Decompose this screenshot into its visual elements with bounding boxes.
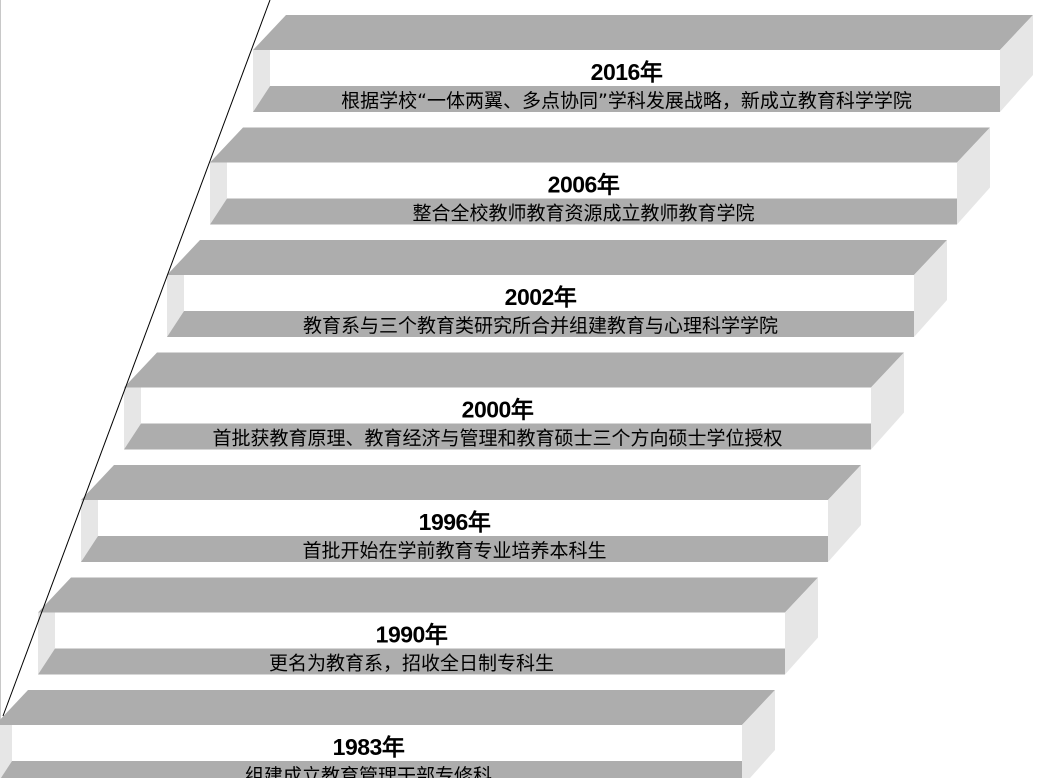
step-front-band [38, 648, 785, 675]
step-left-side [210, 162, 227, 225]
step-front-band [210, 198, 957, 225]
step-front-band [124, 423, 871, 450]
step-front-band [81, 536, 828, 562]
step-white-band [167, 275, 914, 311]
step-right-side [828, 465, 861, 562]
step-right-side [1000, 15, 1033, 112]
milestone-year: 1996年 [419, 509, 491, 535]
milestone-year: 1983年 [333, 734, 405, 760]
step-white-band [210, 162, 957, 199]
step-right-side [742, 690, 775, 778]
step-left-side [0, 725, 12, 778]
step-top-face [210, 127, 990, 163]
step-white-band [81, 500, 828, 536]
milestone-description: 整合全校教师教育资源成立教师教育学院 [412, 203, 754, 225]
step-white-band [0, 725, 742, 761]
step-top-face [167, 240, 947, 275]
milestone-description: 首批获教育原理、教育经济与管理和教育硕士三个方向硕士学位授权 [212, 428, 782, 450]
step-left-side [38, 612, 55, 675]
milestone-description: 首批开始在学前教育专业培养本科生 [302, 540, 606, 562]
milestone-year: 2002年 [505, 284, 577, 310]
milestone-year: 1990年 [376, 622, 448, 648]
step-left-side [253, 50, 270, 112]
step-white-band [124, 387, 871, 424]
milestone-description: 更名为教育系，招收全日制专科生 [269, 653, 554, 675]
step-white-band [253, 50, 1000, 86]
step-top-face [253, 15, 1033, 50]
milestone-year: 2006年 [548, 172, 620, 198]
step-right-side [785, 577, 818, 675]
step-top-face [124, 352, 904, 388]
milestone-description: 教育系与三个教育类研究所合并组建教育与心理科学学院 [303, 315, 778, 337]
step-front-band [167, 311, 914, 337]
diagonal-line [2, 0, 271, 717]
step-left-side [167, 275, 184, 337]
milestone-year: 2016年 [591, 59, 663, 85]
step-top-face [0, 690, 775, 725]
step-front-band [0, 761, 742, 778]
step-left-side [124, 387, 141, 450]
milestone-description: 组建成立教育管理干部专修科 [245, 765, 492, 778]
step-white-band [38, 612, 785, 649]
milestone-year: 2000年 [462, 397, 534, 423]
step-right-side [871, 352, 904, 450]
step-right-side [914, 240, 947, 337]
step-left-side [81, 500, 98, 562]
step-top-face [81, 465, 861, 500]
milestone-description: 根据学校“一体两翼、多点协同”学科发展战略，新成立教育科学学院 [341, 90, 912, 112]
step-right-side [957, 127, 990, 225]
step-front-band [253, 86, 1000, 112]
step-top-face [38, 577, 818, 613]
